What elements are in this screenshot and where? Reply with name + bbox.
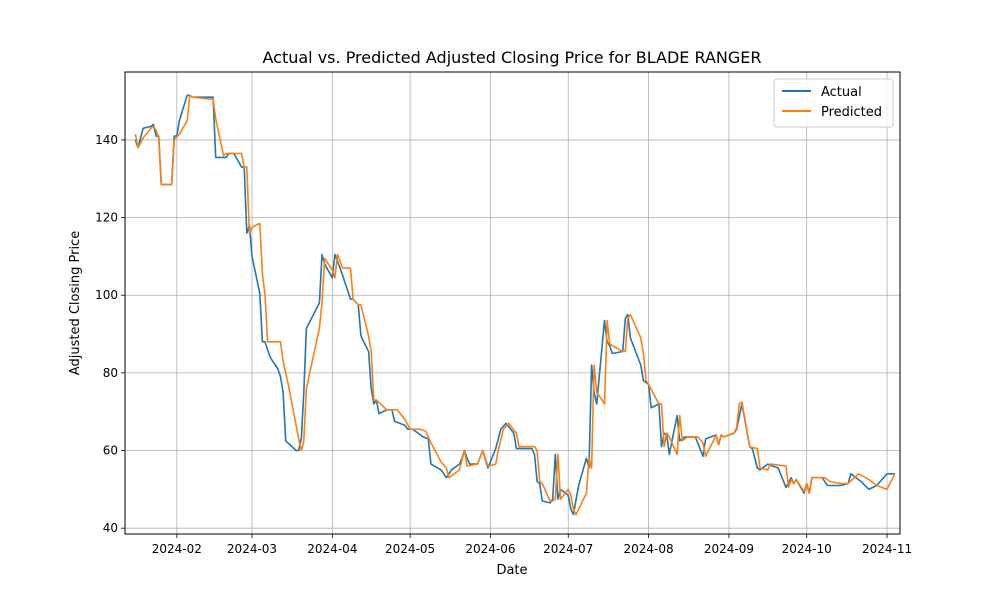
- plot-frame: [124, 71, 901, 535]
- x-tick-label: 2024-11: [862, 542, 912, 556]
- y-tick-label: 140: [95, 133, 118, 147]
- x-tick-label: 2024-09: [704, 542, 754, 556]
- grid-lines: [125, 72, 900, 534]
- x-tick-label: 2024-04: [307, 542, 357, 556]
- y-tick-label: 60: [103, 444, 118, 458]
- y-tick-label: 40: [103, 521, 118, 535]
- legend: Actual Predicted: [773, 78, 894, 128]
- x-tick-label: 2024-06: [465, 542, 515, 556]
- legend-label-actual: Actual: [821, 85, 862, 100]
- x-tick-label: 2024-07: [543, 542, 593, 556]
- y-tick-label: 120: [95, 211, 118, 225]
- legend-label-predicted: Predicted: [821, 105, 882, 120]
- series-line-predicted: [134, 94, 896, 516]
- axis-ticks: 2024-02 2024-03 2024-04 2024-05 2024-06 2024-…: [95, 133, 912, 556]
- series-line-actual: [134, 94, 895, 516]
- x-tick-label: 2024-08: [624, 542, 674, 556]
- y-tick-label: 80: [103, 366, 118, 380]
- y-axis-label: Adjusted Closing Price: [68, 231, 83, 375]
- x-tick-label: 2024-03: [227, 542, 277, 556]
- series-lines: [134, 94, 896, 516]
- x-tick-label: 2024-10: [782, 542, 832, 556]
- y-tick-label: 100: [95, 288, 118, 302]
- x-tick-label: 2024-02: [152, 542, 202, 556]
- chart-title: Actual vs. Predicted Adjusted Closing Pr…: [263, 48, 762, 67]
- x-tick-label: 2024-05: [385, 542, 435, 556]
- x-axis-label: Date: [496, 563, 527, 578]
